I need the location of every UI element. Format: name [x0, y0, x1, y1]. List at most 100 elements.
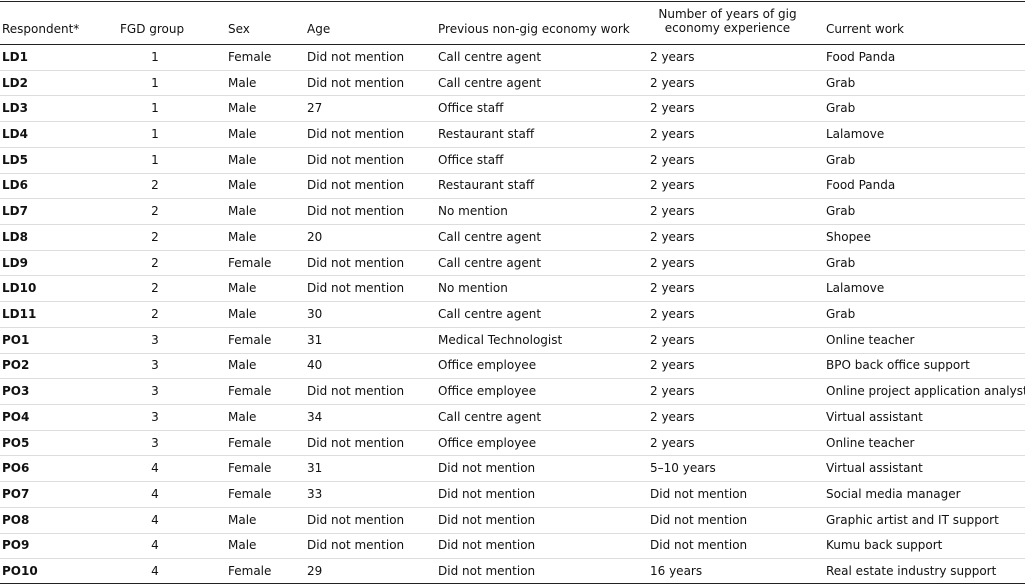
cell: 4 — [151, 461, 159, 476]
cell: Male — [228, 178, 257, 193]
row-rule — [0, 172, 1025, 174]
cell: 1 — [151, 152, 159, 167]
cell: Male — [228, 127, 257, 141]
respondent-id: LD11 — [2, 307, 37, 321]
cell: Restaurant staff — [438, 127, 535, 141]
cell: 4 — [151, 538, 159, 553]
cell: Lalamove — [826, 281, 885, 296]
cell: Office employee — [438, 358, 537, 373]
cell: Did not mention — [307, 75, 405, 90]
cell: 2 years — [650, 101, 695, 116]
cell: Call centre agent — [438, 49, 542, 64]
cell: Call centre agent — [438, 75, 542, 90]
row-rule — [0, 275, 1025, 277]
row-rule — [0, 378, 1025, 380]
cell: Male — [228, 538, 257, 553]
cell: 34 — [307, 409, 323, 424]
respondent-id: PO2 — [2, 358, 30, 373]
cell: 2 years — [650, 332, 695, 347]
cell: Male — [228, 358, 257, 373]
row-rule — [0, 558, 1025, 560]
cell: Male — [228, 512, 257, 527]
cell: 2 years — [650, 204, 695, 219]
cell: Did not mention — [307, 178, 405, 193]
cell: Male — [228, 281, 257, 296]
cell: 1 — [151, 127, 159, 141]
cell: 27 — [307, 101, 323, 116]
column-header: Current work — [826, 22, 904, 36]
column-header: Age — [307, 22, 331, 36]
cell: Did not mention — [307, 384, 405, 399]
cell: Female — [228, 255, 272, 270]
cell: 3 — [151, 409, 159, 424]
cell: Female — [228, 384, 272, 399]
respondent-id: PO9 — [2, 538, 30, 553]
cell: 1 — [151, 49, 159, 64]
column-header: Respondent* — [2, 22, 80, 36]
row-rule — [0, 506, 1025, 508]
cell: Grab — [826, 255, 856, 270]
cell: Online teacher — [826, 332, 915, 347]
cell: 1 — [151, 101, 159, 116]
cell: 40 — [307, 358, 323, 373]
cell: Grab — [826, 152, 856, 167]
cell: Grab — [826, 75, 856, 90]
cell: Female — [228, 435, 272, 450]
cell: Male — [228, 307, 257, 321]
cell: Grab — [826, 101, 856, 116]
cell: 29 — [307, 564, 323, 579]
cell: Male — [228, 229, 257, 244]
respondent-id: PO10 — [2, 564, 38, 579]
row-rule — [0, 146, 1025, 148]
cell: 2 — [151, 281, 159, 296]
cell: Real estate industry support — [826, 564, 997, 579]
row-rule — [0, 95, 1025, 97]
row-rule — [0, 224, 1025, 225]
cell: 2 — [151, 307, 159, 321]
cell: 1 — [151, 75, 159, 90]
row-rule — [0, 69, 1025, 71]
cell: Food Panda — [826, 178, 896, 193]
cell: Did not mention — [307, 281, 405, 296]
cell: 2 — [151, 204, 159, 219]
cell: 33 — [307, 487, 323, 501]
respondent-id: LD8 — [2, 229, 28, 244]
cell: Male — [228, 152, 257, 167]
cell: Call centre agent — [438, 409, 542, 424]
cell: Shopee — [826, 229, 871, 244]
cell: Did not mention — [307, 49, 405, 64]
cell: Did not mention — [307, 435, 405, 450]
respondent-id: LD5 — [2, 152, 28, 167]
cell: 20 — [307, 229, 323, 244]
cell: Did not mention — [307, 255, 405, 270]
row-rule — [0, 532, 1025, 534]
column-header: Number of years of gig economy experienc… — [658, 7, 797, 35]
cell: 4 — [151, 487, 159, 501]
cell: Office employee — [438, 435, 537, 450]
cell: Did not mention — [438, 487, 536, 501]
cell: 3 — [151, 332, 159, 347]
cell: Male — [228, 204, 257, 219]
cell: Male — [228, 409, 257, 424]
respondent-id: PO5 — [2, 435, 30, 450]
respondent-id: LD7 — [2, 204, 28, 219]
row-rule — [0, 352, 1025, 354]
respondent-id: LD10 — [2, 281, 37, 296]
cell: Did not mention — [650, 512, 748, 527]
cell: Kumu back support — [826, 538, 943, 553]
cell: Grab — [826, 307, 856, 321]
cell: Did not mention — [438, 461, 536, 476]
cell: 2 years — [650, 281, 695, 296]
cell: 4 — [151, 564, 159, 579]
respondent-id: PO7 — [2, 487, 30, 501]
cell: 2 years — [650, 255, 695, 270]
cell: 16 years — [650, 564, 703, 579]
row-rule — [0, 249, 1025, 251]
cell: Female — [228, 332, 272, 347]
column-header: FGD group — [120, 22, 185, 36]
cell: Graphic artist and IT support — [826, 512, 999, 527]
cell: Male — [228, 75, 257, 90]
cell: BPO back office support — [826, 358, 970, 373]
cell: 30 — [307, 307, 323, 321]
respondent-id: LD3 — [2, 101, 28, 116]
